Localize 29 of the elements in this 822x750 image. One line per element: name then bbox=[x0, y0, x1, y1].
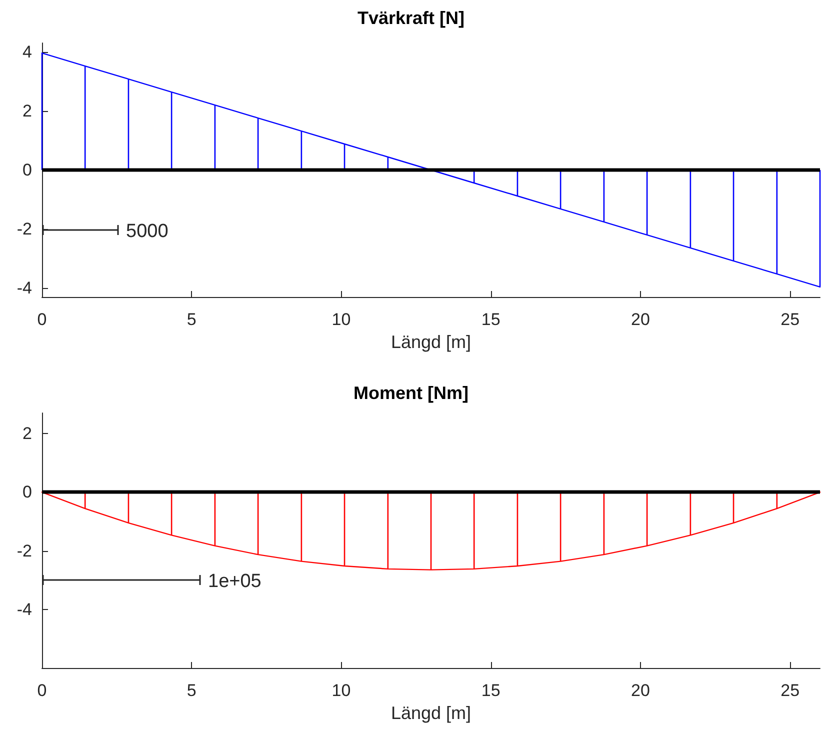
y-tick-label: -4 bbox=[16, 600, 32, 619]
x-tick-label: 20 bbox=[631, 310, 650, 329]
annotation: 1e+05 bbox=[208, 571, 262, 592]
x-tick-label: 5 bbox=[186, 681, 196, 700]
line-series bbox=[41, 52, 821, 288]
y-tick-label: 0 bbox=[22, 160, 32, 180]
x-axis-title: Längd [m] bbox=[390, 703, 472, 723]
x-tick-label: 0 bbox=[37, 681, 47, 700]
y-tick-label: -4 bbox=[16, 278, 32, 298]
y-tick-label: -2 bbox=[16, 541, 32, 560]
chart-title: Tvärkraft [N] bbox=[357, 8, 465, 28]
x-tick-label: 15 bbox=[481, 681, 500, 700]
x-tick-label: 0 bbox=[37, 310, 47, 329]
x-tick-label: 15 bbox=[481, 310, 500, 329]
y-tick-label: 2 bbox=[22, 101, 32, 120]
x-tick-label: 20 bbox=[631, 681, 650, 700]
chart-title: Moment [Nm] bbox=[354, 383, 468, 403]
x-tick-label: 25 bbox=[780, 681, 800, 700]
y-tick-label: -2 bbox=[16, 220, 32, 239]
x-tick-label: 5 bbox=[186, 310, 196, 329]
y-tick-label: 0 bbox=[22, 482, 32, 502]
line-series bbox=[41, 492, 821, 570]
x-axis-title: Längd [m] bbox=[390, 332, 472, 352]
annotation: 5000 bbox=[126, 221, 168, 242]
y-tick-label: 2 bbox=[22, 424, 32, 444]
x-tick-label: 25 bbox=[780, 310, 800, 329]
x-tick-label: 10 bbox=[332, 310, 351, 329]
x-tick-label: 10 bbox=[332, 681, 351, 700]
y-tick-label: 4 bbox=[22, 42, 32, 62]
